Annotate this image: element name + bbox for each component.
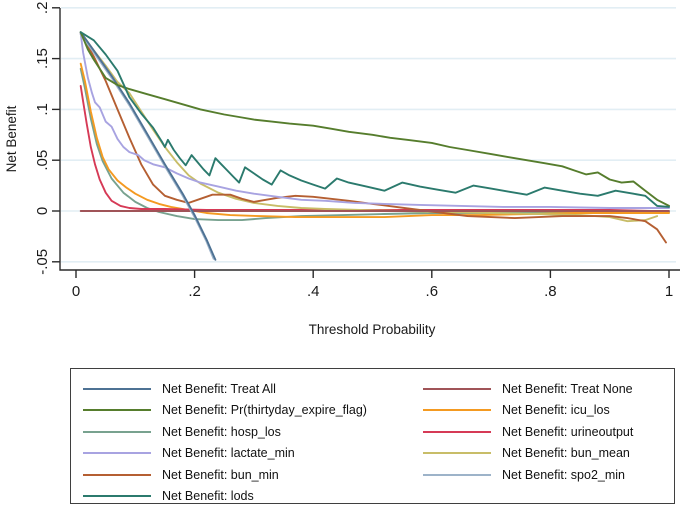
series-line bbox=[79, 32, 670, 209]
legend-swatch-line bbox=[83, 409, 151, 412]
series-line bbox=[79, 31, 217, 261]
legend-column-right: Net Benefit: Treat None Net Benefit: icu_… bbox=[423, 378, 633, 486]
y-axis-title: Net Benefit bbox=[4, 105, 19, 172]
legend-swatch-line bbox=[83, 452, 151, 455]
tick-labels: .2 .15 .1 .05 0 -.05 0 .2 .4 .6 .8 1 bbox=[34, 2, 673, 300]
x-tick-label: 1 bbox=[665, 283, 673, 300]
legend-item-label: Net Benefit: bun_min bbox=[162, 467, 279, 482]
legend-item-label: Net Benefit: lactate_min bbox=[162, 446, 295, 461]
legend-swatch-line bbox=[83, 430, 151, 433]
x-tick-label: .6 bbox=[426, 283, 439, 300]
net-benefit-chart: .2 .15 .1 .05 0 -.05 0 .2 .4 .6 .8 1 Threshold Prob… bbox=[4, 2, 680, 337]
y-tick-label: .2 bbox=[34, 2, 51, 15]
legend-item: Net Benefit: urineoutput bbox=[423, 421, 633, 443]
legend-item-label: Net Benefit: lods bbox=[162, 489, 254, 504]
legend-item-label: Net Benefit: Treat All bbox=[162, 381, 276, 396]
legend-column-left: Net Benefit: Treat All Net Benefit: Pr(th… bbox=[83, 378, 367, 507]
legend-swatch-line bbox=[423, 430, 491, 433]
legend-swatch-line bbox=[423, 387, 491, 390]
legend-item: Net Benefit: Treat All bbox=[83, 378, 367, 400]
y-tick-label: .15 bbox=[34, 48, 51, 69]
legend-swatch-line bbox=[423, 452, 491, 455]
legend: Net Benefit: Treat All Net Benefit: Pr(th… bbox=[70, 368, 675, 504]
legend-swatch-line bbox=[423, 473, 491, 476]
legend-swatch-line bbox=[83, 387, 151, 390]
y-tick-label: .05 bbox=[34, 150, 51, 171]
legend-item-label: Net Benefit: Treat None bbox=[502, 381, 633, 396]
x-axis-title: Threshold Probability bbox=[309, 322, 436, 337]
legend-item: Net Benefit: lods bbox=[83, 486, 367, 508]
series-line bbox=[79, 32, 667, 244]
legend-swatch-line bbox=[83, 473, 151, 476]
y-tick-label: .1 bbox=[34, 103, 51, 116]
legend-item: Net Benefit: bun_min bbox=[83, 464, 367, 486]
series-line bbox=[79, 31, 659, 223]
x-tick-label: .4 bbox=[307, 283, 320, 300]
legend-item: Net Benefit: icu_los bbox=[423, 400, 633, 422]
legend-item-label: Net Benefit: Pr(thirtyday_expire_flag) bbox=[162, 403, 367, 418]
legend-item-label: Net Benefit: bun_mean bbox=[502, 446, 630, 461]
axis-ticks bbox=[52, 7, 670, 278]
legend-item: Net Benefit: bun_mean bbox=[423, 443, 633, 465]
legend-item-label: Net Benefit: hosp_los bbox=[162, 424, 281, 439]
y-tick-label: -.05 bbox=[34, 249, 51, 275]
x-tick-label: 0 bbox=[72, 283, 80, 300]
legend-item: Net Benefit: lactate_min bbox=[83, 443, 367, 465]
series-line bbox=[79, 31, 670, 207]
legend-swatch-line bbox=[423, 409, 491, 412]
legend-item: Net Benefit: hosp_los bbox=[83, 421, 367, 443]
x-tick-label: .2 bbox=[188, 283, 201, 300]
legend-item-label: Net Benefit: urineoutput bbox=[502, 424, 634, 439]
legend-item: Net Benefit: Pr(thirtyday_expire_flag) bbox=[83, 400, 367, 422]
series-line bbox=[79, 31, 670, 208]
series-line bbox=[79, 33, 215, 260]
legend-item: Net Benefit: Treat None bbox=[423, 378, 633, 400]
y-tick-label: 0 bbox=[34, 207, 51, 215]
legend-item-label: Net Benefit: spo2_min bbox=[502, 467, 625, 482]
legend-item: Net Benefit: spo2_min bbox=[423, 464, 633, 486]
series-line bbox=[79, 85, 653, 212]
x-tick-label: .8 bbox=[544, 283, 557, 300]
legend-item-label: Net Benefit: icu_los bbox=[502, 403, 610, 418]
axis-frame bbox=[59, 8, 680, 271]
series-lines bbox=[79, 31, 670, 261]
legend-swatch-line bbox=[83, 495, 151, 498]
